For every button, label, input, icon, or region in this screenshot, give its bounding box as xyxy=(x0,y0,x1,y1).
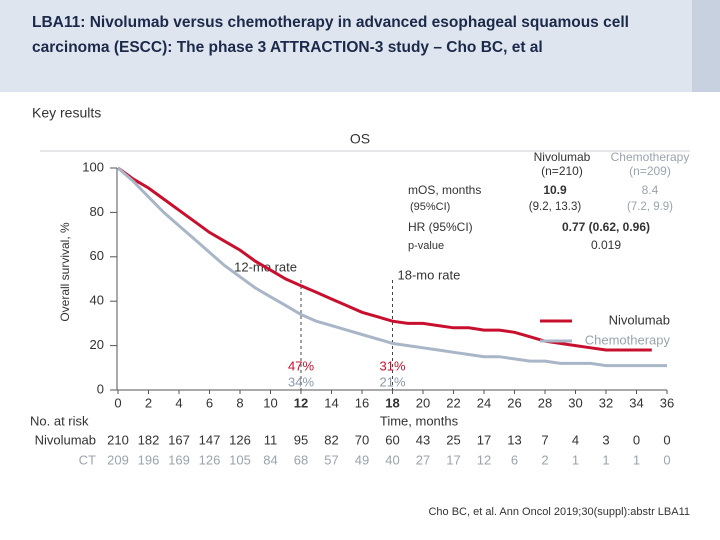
x-tick-label: 24 xyxy=(477,395,491,410)
x-tick-label: 30 xyxy=(568,395,582,410)
x-tick-label: 20 xyxy=(416,395,430,410)
at-risk-count: 210 xyxy=(107,432,129,447)
at-risk-count: 70 xyxy=(355,432,369,447)
y-tick-label: 100 xyxy=(82,159,104,174)
at-risk-count: 2 xyxy=(541,452,548,467)
at-risk-count: 12 xyxy=(477,452,491,467)
x-tick-label: 36 xyxy=(660,395,674,410)
title-bar xyxy=(0,0,720,92)
x-tick-label: 16 xyxy=(355,395,369,410)
at-risk-count: 105 xyxy=(229,452,251,467)
at-risk-count: 196 xyxy=(138,452,160,467)
at-risk-row-label: CT xyxy=(79,452,96,467)
legend-label: Nivolumab xyxy=(609,312,670,327)
at-risk-count: 126 xyxy=(229,432,251,447)
x-tick-label: 22 xyxy=(446,395,460,410)
at-risk-count: 11 xyxy=(264,432,278,447)
cell-value: 0.019 xyxy=(591,238,621,252)
at-risk-count: 27 xyxy=(416,452,430,467)
y-tick-label: 20 xyxy=(90,337,104,352)
at-risk-count: 43 xyxy=(416,432,430,447)
x-tick-label: 2 xyxy=(145,395,152,410)
at-risk-count: 7 xyxy=(541,432,548,447)
column-header: Nivolumab xyxy=(534,150,591,164)
at-risk-count: 40 xyxy=(385,452,399,467)
cell-ci: (9.2, 13.3) xyxy=(529,201,582,213)
at-risk-count: 57 xyxy=(324,452,338,467)
rate-value: 34% xyxy=(288,374,314,389)
at-risk-count: 167 xyxy=(168,432,190,447)
x-tick-label: 10 xyxy=(263,395,277,410)
y-axis-label: Overall survival, % xyxy=(58,222,72,322)
title-strip xyxy=(692,0,720,92)
at-risk-label: No. at risk xyxy=(30,413,89,428)
column-header: Chemotherapy xyxy=(611,150,690,164)
at-risk-count: 1 xyxy=(572,452,579,467)
at-risk-count: 17 xyxy=(446,452,460,467)
at-risk-count: 49 xyxy=(355,452,369,467)
rate-value: 31% xyxy=(379,358,405,373)
at-risk-count: 17 xyxy=(477,432,491,447)
x-tick-label: 14 xyxy=(324,395,338,410)
at-risk-count: 1 xyxy=(633,452,640,467)
x-tick-label: 26 xyxy=(507,395,521,410)
x-tick-label: 6 xyxy=(206,395,213,410)
at-risk-count: 95 xyxy=(294,432,308,447)
at-risk-count: 84 xyxy=(263,452,277,467)
cell-value: 8.4 xyxy=(642,183,659,197)
at-risk-count: 147 xyxy=(199,432,221,447)
legend-label: Chemotherapy xyxy=(585,332,671,347)
x-tick-label: 34 xyxy=(629,395,643,410)
x-tick-label: 0 xyxy=(114,395,121,410)
x-tick-label: 18 xyxy=(385,395,399,410)
cell-value: 10.9 xyxy=(543,183,567,197)
x-axis-label: Time, months xyxy=(380,413,459,428)
x-tick-label: 32 xyxy=(599,395,613,410)
column-n: (n=210) xyxy=(541,164,583,178)
at-risk-count: 0 xyxy=(663,452,670,467)
rate-value: 21% xyxy=(379,374,405,389)
at-risk-count: 6 xyxy=(511,452,518,467)
chart-title: OS xyxy=(350,131,370,147)
row-label: HR (95%CI) xyxy=(408,220,473,234)
at-risk-count: 126 xyxy=(199,452,221,467)
row-label: mOS, months xyxy=(408,183,481,197)
cell-ci: (7.2, 9.9) xyxy=(627,201,673,213)
x-tick-label: 28 xyxy=(538,395,552,410)
at-risk-count: 1 xyxy=(602,452,609,467)
row-label: p-value xyxy=(408,240,444,252)
at-risk-count: 3 xyxy=(602,432,609,447)
survival-curve xyxy=(117,166,667,368)
survival-curve xyxy=(117,166,652,352)
slide-title: LBA11: Nivolumab versus chemotherapy in … xyxy=(32,14,629,56)
at-risk-count: 0 xyxy=(663,432,670,447)
at-risk-count: 60 xyxy=(385,432,399,447)
row-sublabel: (95%CI) xyxy=(410,201,450,213)
at-risk-count: 82 xyxy=(324,432,338,447)
column-n: (n=209) xyxy=(629,164,671,178)
at-risk-row-label: Nivolumab xyxy=(35,432,96,447)
x-tick-label: 8 xyxy=(236,395,243,410)
at-risk-count: 182 xyxy=(138,432,160,447)
at-risk-count: 13 xyxy=(507,432,521,447)
rate-value: 47% xyxy=(288,358,314,373)
annotation-label: 18-mo rate xyxy=(398,267,461,282)
at-risk-count: 209 xyxy=(107,452,129,467)
y-tick-label: 60 xyxy=(90,248,104,263)
cell-value: 0.77 (0.62, 0.96) xyxy=(562,220,650,234)
x-tick-label: 4 xyxy=(175,395,182,410)
at-risk-count: 25 xyxy=(446,432,460,447)
y-tick-label: 0 xyxy=(97,381,104,396)
y-tick-label: 80 xyxy=(90,204,104,219)
section-label: Key results xyxy=(32,105,101,121)
y-tick-label: 40 xyxy=(90,293,104,308)
at-risk-count: 0 xyxy=(633,432,640,447)
citation: Cho BC, et al. Ann Oncol 2019;30(suppl):… xyxy=(428,506,690,518)
at-risk-count: 169 xyxy=(168,452,190,467)
at-risk-count: 4 xyxy=(572,432,579,447)
at-risk-count: 68 xyxy=(294,452,308,467)
x-tick-label: 12 xyxy=(294,395,308,410)
